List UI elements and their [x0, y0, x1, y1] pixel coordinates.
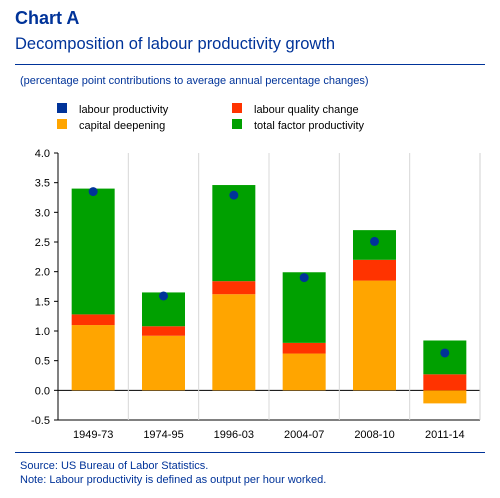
- units-note: (percentage point contributions to avera…: [20, 75, 369, 87]
- bar-segment-capital-deepening: [142, 335, 185, 391]
- y-tick-label: 1.0: [35, 326, 50, 338]
- source-block: Source: US Bureau of Labor Statistics. N…: [20, 459, 326, 487]
- chart-subtitle: Decomposition of labour productivity gro…: [15, 35, 336, 53]
- labour-productivity-marker: [229, 190, 239, 200]
- bar-segment-labour-quality-change: [353, 259, 396, 281]
- note-text: Note: Labour productivity is defined as …: [20, 474, 327, 486]
- bar-segment-capital-deepening: [71, 325, 115, 391]
- legend-swatch: [57, 119, 67, 129]
- bar-segment-capital-deepening: [282, 353, 326, 391]
- source-text: Source: US Bureau of Labor Statistics.: [20, 460, 209, 472]
- x-tick-label: 1996-03: [214, 429, 254, 441]
- bar-segment-total-factor-productivity: [282, 272, 326, 343]
- y-tick-label: -0.5: [31, 415, 50, 427]
- x-tick-label: 2011-14: [425, 429, 465, 441]
- legend-label: labour quality change: [254, 104, 359, 116]
- x-tick-label: 1949-73: [73, 429, 113, 441]
- bar-segment-total-factor-productivity: [71, 188, 115, 315]
- legend-swatch: [57, 103, 67, 113]
- y-tick-label: 1.5: [35, 296, 50, 308]
- y-tick-label: 0.0: [35, 385, 50, 397]
- labour-productivity-marker: [370, 236, 379, 246]
- top-rule: [15, 64, 485, 65]
- legend-swatch: [232, 103, 242, 113]
- y-tick-label: 3.0: [35, 207, 50, 219]
- legend-swatch: [232, 119, 242, 129]
- labour-productivity-marker: [159, 291, 168, 301]
- bar-segment-capital-deepening: [353, 280, 396, 391]
- y-tick-label: 3.5: [35, 178, 50, 190]
- labour-productivity-marker: [299, 273, 309, 283]
- bar-segment-labour-quality-change: [282, 342, 326, 354]
- x-tick-label: 2008-10: [354, 429, 394, 441]
- y-tick-label: 4.0: [35, 148, 50, 160]
- bar-segment-labour-quality-change: [212, 281, 256, 295]
- y-tick-label: 2.5: [35, 237, 50, 249]
- bottom-rule: [15, 452, 485, 453]
- chart-title: Chart A: [15, 8, 80, 28]
- legend-label: total factor productivity: [254, 120, 365, 132]
- y-tick-label: 0.5: [35, 356, 50, 368]
- x-tick-label: 1974-95: [143, 429, 183, 441]
- legend-label: capital deepening: [79, 120, 165, 132]
- bar-segment-capital-deepening: [423, 390, 467, 404]
- bar-segment-total-factor-productivity: [212, 185, 256, 282]
- labour-productivity-marker: [440, 348, 450, 358]
- bar-segment-labour-quality-change: [423, 374, 467, 391]
- bar-segment-labour-quality-change: [142, 326, 185, 336]
- y-tick-label: 2.0: [35, 267, 50, 279]
- x-tick-label: 2004-07: [284, 429, 324, 441]
- legend-label: labour productivity: [79, 104, 169, 116]
- bar-segment-labour-quality-change: [71, 314, 115, 326]
- bar-segment-capital-deepening: [212, 294, 256, 391]
- labour-productivity-marker: [88, 187, 98, 197]
